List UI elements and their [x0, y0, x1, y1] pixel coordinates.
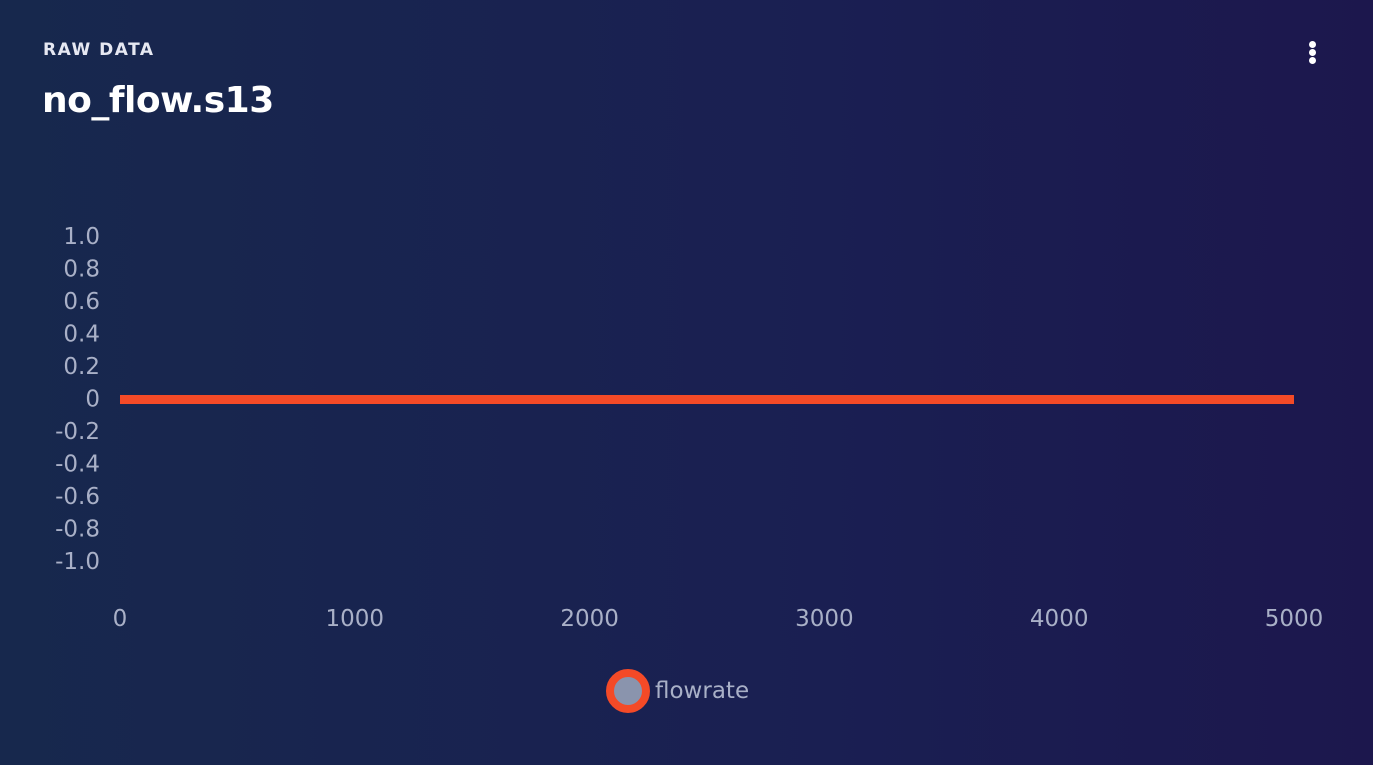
x-tick-label: 5000 — [1265, 606, 1324, 632]
x-tick-label: 3000 — [795, 606, 854, 632]
y-tick-label: 0.4 — [63, 322, 100, 348]
y-tick-label: 0.8 — [63, 257, 100, 283]
more-vertical-icon-dot — [1309, 57, 1316, 64]
x-tick-label: 0 — [113, 606, 128, 632]
y-tick-label: 0.6 — [63, 289, 100, 315]
x-axis: 0 1000 2000 3000 4000 5000 — [113, 606, 1324, 632]
y-tick-label: 1.0 — [63, 224, 100, 250]
y-tick-label: -0.8 — [55, 517, 100, 543]
more-vertical-icon-dot — [1309, 49, 1316, 56]
card-kicker: RAW DATA — [43, 40, 155, 60]
card-title: no_flow.s13 — [42, 80, 274, 121]
y-tick-label: -0.2 — [55, 419, 100, 445]
y-tick-label: 0.2 — [63, 354, 100, 380]
y-tick-label: -0.4 — [55, 452, 100, 478]
x-tick-label: 2000 — [560, 606, 619, 632]
y-axis: 1.0 0.8 0.6 0.4 0.2 0 -0.2 -0.4 -0.6 -0.8 -1.0 — [55, 224, 100, 575]
more-vertical-icon — [1309, 41, 1316, 48]
y-tick-label: -0.6 — [55, 484, 100, 510]
y-tick-label: 0 — [85, 387, 100, 413]
x-tick-label: 4000 — [1030, 606, 1089, 632]
legend-label: flowrate — [655, 678, 750, 704]
legend-item-flowrate[interactable]: flowrate — [606, 668, 749, 714]
y-tick-label: -1.0 — [55, 549, 100, 575]
more-options-button[interactable] — [1303, 38, 1323, 66]
x-tick-label: 1000 — [326, 606, 385, 632]
legend-marker-icon — [606, 669, 650, 713]
